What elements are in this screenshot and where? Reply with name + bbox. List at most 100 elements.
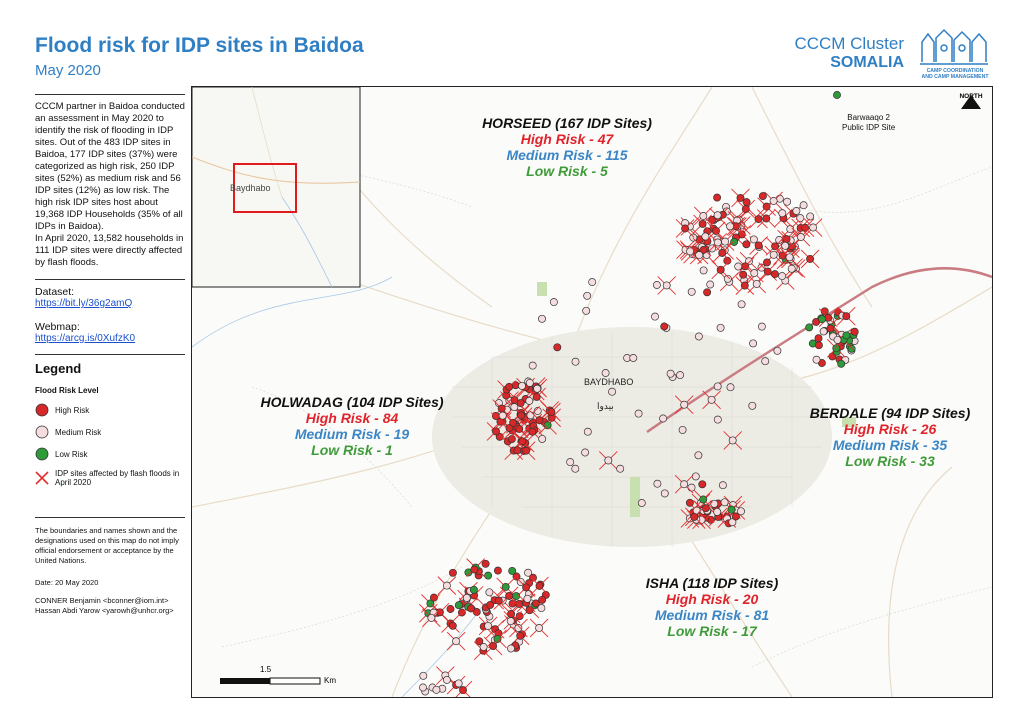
idp-site-marker[interactable] [528, 427, 537, 436]
idp-site-marker[interactable] [699, 246, 708, 254]
idp-site-marker[interactable] [769, 197, 778, 205]
idp-site-marker[interactable] [818, 315, 827, 324]
idp-site-marker[interactable] [781, 241, 790, 250]
idp-site-marker[interactable] [713, 238, 722, 247]
idp-site-marker[interactable] [588, 278, 597, 287]
idp-site-marker[interactable] [489, 642, 498, 651]
idp-site-marker[interactable] [782, 235, 791, 244]
idp-site-marker[interactable] [508, 599, 517, 608]
idp-site-marker[interactable] [833, 335, 842, 344]
idp-site-marker[interactable] [691, 472, 700, 481]
idp-site-marker[interactable] [806, 254, 815, 263]
idp-site-marker[interactable] [730, 238, 739, 246]
idp-site-marker[interactable] [457, 608, 466, 617]
idp-site-marker[interactable] [680, 400, 689, 409]
idp-site-marker[interactable] [847, 344, 856, 353]
idp-site-marker[interactable] [713, 193, 722, 202]
idp-site-marker[interactable] [492, 427, 500, 436]
idp-site-marker[interactable] [728, 518, 737, 527]
idp-site-marker[interactable] [749, 235, 758, 244]
idp-site-marker[interactable] [513, 446, 522, 455]
idp-site-marker[interactable] [757, 263, 766, 272]
idp-site-marker[interactable] [475, 637, 484, 646]
idp-site-marker[interactable] [787, 264, 796, 273]
idp-site-marker[interactable] [469, 585, 478, 594]
idp-site-marker[interactable] [581, 448, 590, 457]
idp-site-marker[interactable] [571, 357, 580, 366]
idp-site-marker[interactable] [710, 499, 719, 508]
idp-site-marker[interactable] [442, 675, 451, 684]
idp-site-marker[interactable] [462, 593, 471, 602]
idp-site-marker[interactable] [537, 604, 546, 613]
idp-site-marker[interactable] [698, 219, 707, 228]
idp-site-marker[interactable] [712, 226, 720, 235]
idp-site-marker[interactable] [701, 504, 710, 513]
idp-site-marker[interactable] [448, 568, 457, 577]
idp-site-marker[interactable] [582, 306, 591, 315]
idp-site-marker[interactable] [799, 201, 808, 210]
idp-site-marker[interactable] [699, 212, 708, 220]
idp-site-marker[interactable] [842, 331, 851, 340]
idp-site-marker[interactable] [493, 634, 502, 643]
idp-site-marker[interactable] [662, 281, 671, 290]
idp-site-marker[interactable] [832, 344, 841, 353]
idp-site-marker[interactable] [538, 314, 546, 323]
idp-site-marker[interactable] [778, 272, 787, 281]
idp-site-marker[interactable] [651, 312, 659, 321]
idp-site-marker[interactable] [485, 588, 494, 597]
idp-site-marker[interactable] [517, 411, 526, 420]
idp-site-marker[interactable] [826, 324, 835, 333]
idp-site-marker[interactable] [718, 481, 727, 490]
idp-site-marker[interactable] [529, 573, 537, 582]
idp-site-marker[interactable] [678, 425, 687, 434]
idp-site-marker[interactable] [820, 307, 829, 316]
idp-site-marker[interactable] [494, 596, 503, 605]
idp-site-marker[interactable] [694, 332, 703, 341]
idp-site-marker[interactable] [727, 505, 736, 514]
idp-site-marker[interactable] [516, 631, 525, 640]
idp-site-marker[interactable] [726, 383, 735, 392]
idp-site-marker[interactable] [653, 479, 662, 488]
idp-site-marker[interactable] [666, 369, 675, 378]
idp-site-marker[interactable] [525, 378, 534, 387]
idp-site-marker[interactable] [526, 411, 535, 420]
idp-site-marker[interactable] [522, 583, 531, 592]
idp-site-marker[interactable] [493, 566, 502, 575]
idp-site-marker[interactable] [467, 604, 476, 613]
idp-site-marker[interactable] [501, 582, 510, 591]
idp-site-marker[interactable] [842, 312, 851, 321]
map-frame[interactable]: Baydhabo BAYDHABO بيدوا NORTH Barwaaqo 2… [191, 86, 993, 698]
idp-site-marker[interactable] [510, 403, 519, 412]
idp-site-marker[interactable] [583, 291, 592, 300]
idp-site-marker[interactable] [713, 211, 722, 220]
idp-site-marker[interactable] [583, 427, 592, 436]
idp-site-marker[interactable] [629, 354, 638, 362]
idp-site-marker[interactable] [785, 253, 794, 262]
idp-site-marker[interactable] [720, 498, 729, 507]
idp-site-marker[interactable] [796, 214, 805, 223]
idp-site-marker[interactable] [814, 341, 823, 350]
idp-site-marker[interactable] [535, 581, 544, 590]
idp-site-marker[interactable] [713, 415, 722, 424]
idp-site-marker[interactable] [660, 322, 669, 331]
idp-site-marker[interactable] [505, 382, 514, 391]
idp-site-marker[interactable] [716, 265, 725, 274]
idp-site-marker[interactable] [728, 436, 737, 445]
idp-site-marker[interactable] [528, 361, 537, 370]
idp-site-marker[interactable] [442, 581, 451, 590]
idp-site-marker[interactable] [706, 280, 715, 289]
idp-site-marker[interactable] [637, 499, 646, 507]
idp-site-marker[interactable] [681, 224, 690, 233]
idp-site-marker[interactable] [533, 384, 542, 393]
idp-site-marker[interactable] [507, 609, 516, 618]
idp-site-marker[interactable] [509, 418, 518, 427]
idp-site-marker[interactable] [763, 267, 772, 276]
idp-site-marker[interactable] [762, 202, 771, 211]
idp-site-marker[interactable] [497, 404, 506, 413]
idp-site-marker[interactable] [459, 686, 467, 695]
idp-site-marker[interactable] [796, 233, 805, 241]
idp-site-marker[interactable] [516, 399, 525, 408]
idp-site-marker[interactable] [532, 392, 541, 401]
idp-site-marker[interactable] [448, 621, 457, 630]
idp-site-marker[interactable] [805, 323, 814, 332]
